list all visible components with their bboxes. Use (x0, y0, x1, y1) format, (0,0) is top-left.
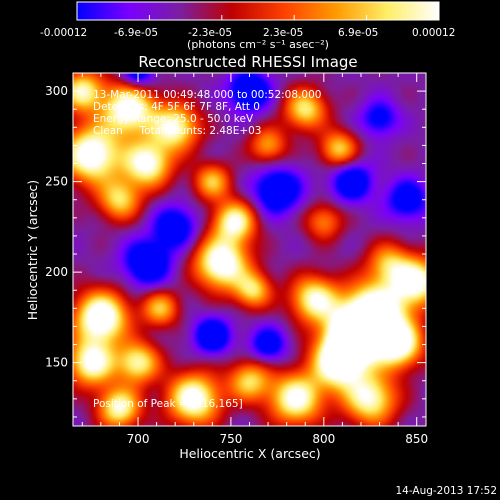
colorbar-tick-label: -2.3e-05 (188, 27, 232, 39)
y-axis-label: Heliocentric Y (arcsec) (25, 180, 40, 320)
colorbar-tick-label: 2.3e-05 (263, 27, 303, 39)
colorbar-tick-label: 0.00012 (412, 27, 455, 39)
x-axis-label: Heliocentric X (arcsec) (179, 446, 320, 461)
annotation-peak: Position of Peak = [816,165] (93, 398, 243, 410)
y-tick-label: 200 (45, 265, 68, 279)
colorbar-tick-label: 6.9e-05 (338, 27, 378, 39)
chart-title: Reconstructed RHESSI Image (138, 53, 357, 71)
x-tick-label: 800 (312, 432, 335, 446)
annotation-detectors: Detectors: 4F 5F 6F 7F 8F, Att 0 (93, 101, 260, 113)
colorbar-ticks: -0.00012 -6.9e-05 -2.3e-05 2.3e-05 6.9e-05 0.… (40, 15, 455, 39)
colorbar-unit-label: (photons cm⁻² s⁻¹ asec⁻²) (187, 38, 329, 51)
x-tick-labels: 700 750 800 850 (127, 432, 429, 446)
x-tick-label: 750 (219, 432, 242, 446)
colorbar-tick-label: -6.9e-05 (114, 27, 158, 39)
annotation-energy: Energy Range: 25.0 - 50.0 keV (93, 113, 254, 125)
y-tick-label: 250 (45, 175, 68, 189)
colorbar-tick-label: -0.00012 (40, 27, 87, 39)
axis-ticks (73, 72, 426, 426)
annotation-time: 13-Mar-2011 00:49:48.000 to 00:52:08.000 (93, 89, 321, 101)
heatmap-image (73, 73, 426, 426)
y-tick-labels: 150 200 250 300 (45, 84, 68, 370)
colorbar (76, 1, 440, 21)
y-tick-label: 300 (45, 84, 68, 98)
y-tick-label: 150 (45, 356, 68, 370)
x-tick-label: 700 (127, 432, 150, 446)
footer-timestamp: 14-Aug-2013 17:52 (395, 485, 497, 497)
annotation-clean: Clean Total counts: 2.48E+03 (93, 125, 262, 137)
x-tick-label: 850 (405, 432, 428, 446)
